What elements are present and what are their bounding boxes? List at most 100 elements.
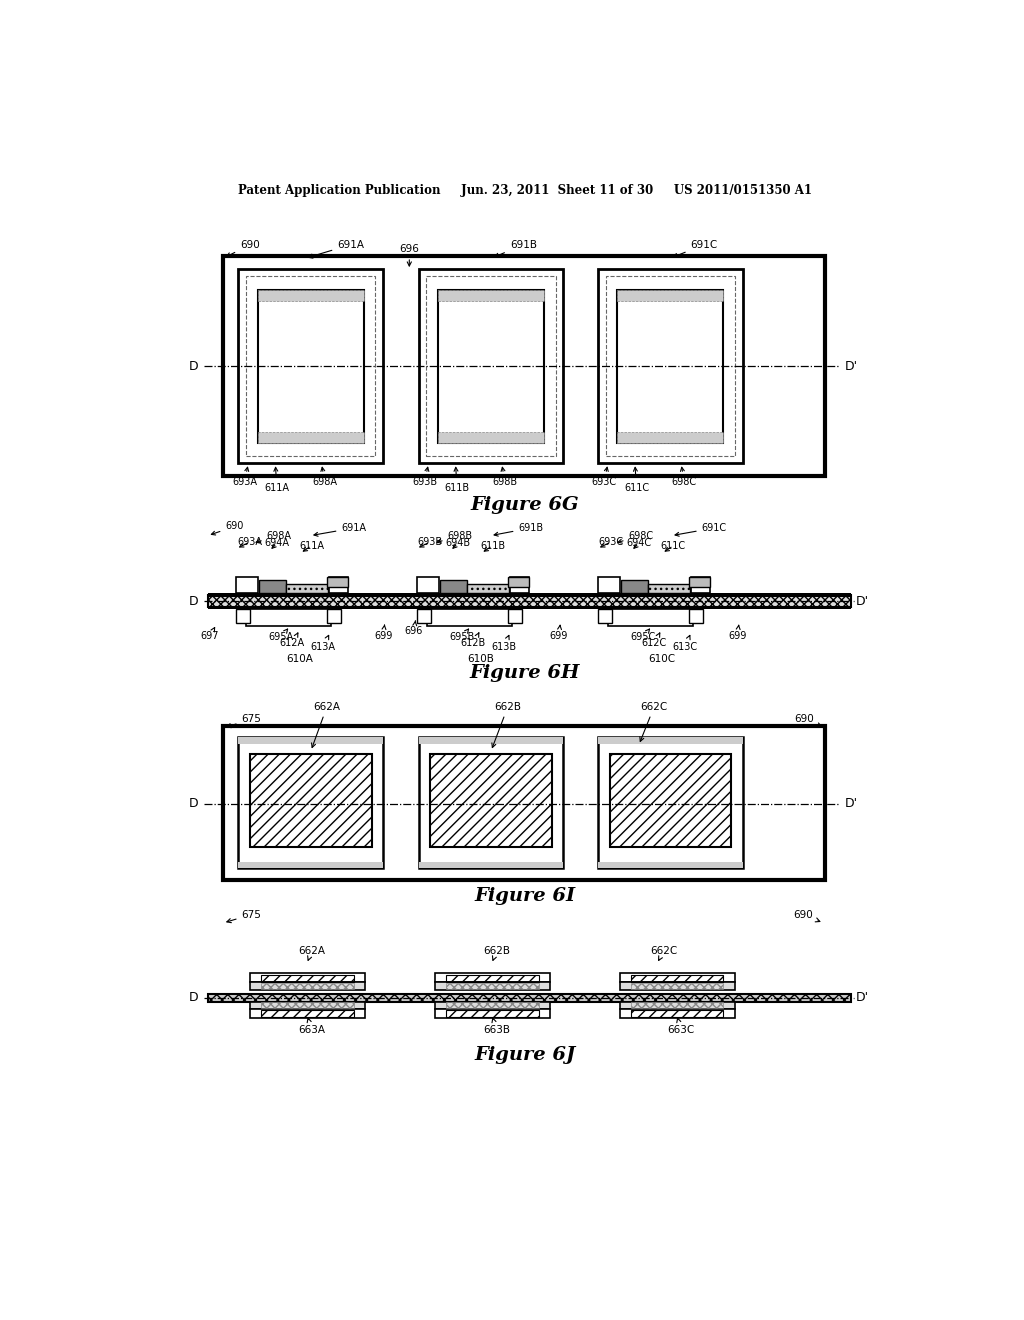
Text: 694A: 694A — [264, 539, 290, 548]
Bar — [620, 982, 735, 990]
Bar — [446, 974, 539, 982]
Text: 691A: 691A — [308, 240, 365, 259]
Bar — [261, 974, 354, 982]
Bar — [419, 268, 563, 463]
Bar — [435, 973, 550, 982]
Bar — [419, 738, 563, 743]
Text: 613B: 613B — [492, 635, 516, 652]
Bar — [250, 755, 372, 847]
Text: 663C: 663C — [668, 1018, 694, 1035]
Bar — [438, 290, 544, 442]
Text: 698B: 698B — [437, 531, 473, 543]
Bar — [261, 983, 354, 989]
Text: 696: 696 — [404, 620, 423, 636]
Text: 612C: 612C — [641, 632, 667, 648]
Text: Figure 6H: Figure 6H — [470, 664, 580, 681]
Bar — [438, 432, 544, 442]
Bar — [208, 606, 851, 609]
Bar — [648, 585, 690, 594]
Bar — [250, 1010, 366, 1019]
Bar — [446, 1010, 539, 1016]
Text: 662B: 662B — [482, 946, 510, 961]
Text: 663A: 663A — [298, 1018, 325, 1035]
Bar — [258, 290, 364, 442]
Bar — [631, 1010, 724, 1016]
Text: 693C: 693C — [592, 467, 616, 487]
Bar — [327, 577, 348, 587]
Bar — [330, 577, 348, 594]
Bar — [631, 1002, 724, 1008]
Text: 611A: 611A — [299, 541, 324, 552]
Text: 691A: 691A — [314, 523, 367, 536]
Bar — [689, 577, 711, 587]
Text: 698A: 698A — [312, 467, 337, 487]
Bar — [239, 268, 383, 463]
Text: 698B: 698B — [493, 467, 517, 487]
Text: 695B: 695B — [450, 630, 474, 643]
Text: 662A: 662A — [311, 702, 340, 747]
Bar — [258, 432, 364, 442]
Bar — [598, 738, 742, 743]
Text: 613C: 613C — [673, 635, 697, 652]
Text: 662A: 662A — [298, 946, 325, 961]
Bar — [440, 579, 467, 594]
Bar — [286, 585, 329, 594]
Text: 699: 699 — [374, 626, 392, 640]
Bar — [435, 1010, 550, 1019]
Bar — [617, 432, 724, 442]
Bar — [250, 973, 366, 982]
Text: 663B: 663B — [482, 1018, 510, 1035]
Bar — [417, 609, 431, 623]
Text: 675: 675 — [226, 714, 261, 727]
Bar — [598, 268, 742, 463]
Text: D: D — [188, 991, 199, 1005]
Text: 610C: 610C — [648, 653, 676, 664]
Bar — [208, 594, 851, 597]
Bar — [419, 862, 563, 869]
Text: Figure 6I: Figure 6I — [474, 887, 575, 906]
Bar — [417, 577, 438, 594]
Text: 698C: 698C — [618, 531, 653, 543]
Text: 696: 696 — [399, 244, 419, 267]
Text: 697: 697 — [201, 627, 219, 640]
Text: Figure 6J: Figure 6J — [474, 1047, 575, 1064]
Text: D': D' — [856, 991, 869, 1005]
Bar — [208, 595, 851, 607]
Text: 611C: 611C — [660, 541, 686, 552]
Text: 662C: 662C — [650, 946, 677, 961]
Text: 695A: 695A — [268, 630, 293, 643]
Text: 610A: 610A — [287, 653, 313, 664]
Bar — [598, 738, 742, 869]
Bar — [259, 579, 286, 594]
Text: D: D — [188, 594, 199, 607]
Bar — [605, 276, 735, 455]
Bar — [327, 609, 341, 623]
Text: Figure 6G: Figure 6G — [470, 496, 580, 513]
Bar — [609, 755, 731, 847]
Bar — [691, 577, 711, 594]
Bar — [620, 1010, 735, 1019]
Text: 699: 699 — [550, 626, 568, 640]
Bar — [223, 726, 825, 880]
Bar — [250, 982, 366, 990]
Text: 695C: 695C — [630, 630, 655, 643]
Bar — [598, 577, 620, 594]
Text: 693C: 693C — [598, 537, 624, 546]
Text: 612B: 612B — [461, 632, 485, 648]
Bar — [617, 290, 724, 301]
Bar — [508, 577, 529, 587]
Bar — [598, 862, 742, 869]
Bar — [239, 738, 383, 743]
Bar — [631, 974, 724, 982]
Text: 611C: 611C — [624, 467, 649, 492]
Text: 611B: 611B — [480, 541, 505, 552]
Bar — [689, 609, 702, 623]
Text: D: D — [188, 360, 199, 372]
Text: 691B: 691B — [495, 523, 544, 536]
Bar — [508, 609, 521, 623]
Bar — [620, 973, 735, 982]
Text: 675: 675 — [226, 909, 261, 923]
Text: D': D' — [845, 360, 858, 372]
Text: 612A: 612A — [280, 632, 305, 648]
Bar — [438, 290, 544, 301]
